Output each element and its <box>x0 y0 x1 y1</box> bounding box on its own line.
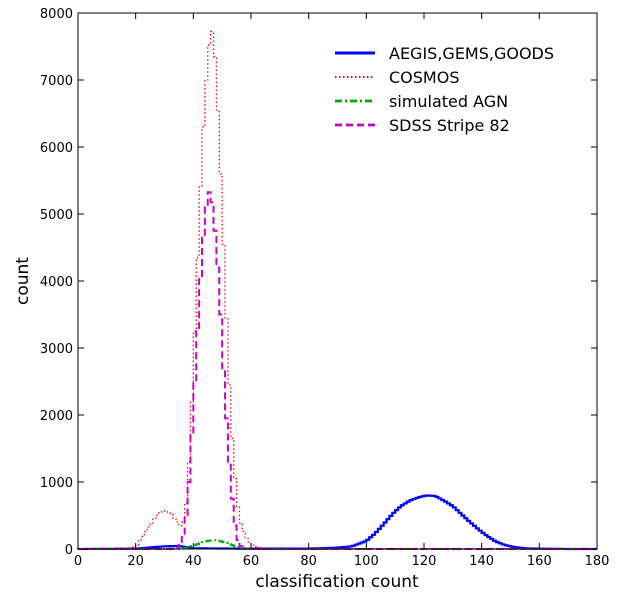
series-line-4 <box>78 191 597 550</box>
x-tick-label: 120 <box>412 554 437 569</box>
y-tick-label: 6000 <box>40 141 73 156</box>
y-tick-label: 7000 <box>40 74 73 89</box>
legend: AEGIS,GEMS,GOODS COSMOS simulated AGN SDSS … <box>335 44 554 135</box>
y-tick-label: 8000 <box>40 7 73 22</box>
legend-label-4: SDSS Stripe 82 <box>389 116 510 135</box>
x-axis-label: classification count <box>255 572 419 592</box>
y-tick-label: 0 <box>65 543 73 558</box>
x-tick-label: 0 <box>74 554 82 569</box>
series-layer <box>76 30 597 551</box>
series-line-1 <box>76 494 597 551</box>
x-tick-label: 160 <box>527 554 552 569</box>
x-tick-label: 60 <box>243 554 260 569</box>
plot-frame <box>77 12 598 550</box>
y-tick-label: 5000 <box>40 208 73 223</box>
y-tick-label: 4000 <box>40 275 73 290</box>
x-tick-label: 40 <box>185 554 202 569</box>
axis-ticks: 0 20 40 60 80 100 120 140 160 180 0 1000 2000 3000 400… <box>40 7 610 569</box>
x-tick-label: 80 <box>300 554 317 569</box>
legend-label-3: simulated AGN <box>389 92 508 111</box>
x-tick-label: 140 <box>469 554 494 569</box>
legend-label-2: COSMOS <box>389 68 459 87</box>
legend-label-1: AEGIS,GEMS,GOODS <box>389 44 554 63</box>
y-tick-label: 2000 <box>40 409 73 424</box>
x-tick-label: 100 <box>354 554 379 569</box>
y-axis-label: count <box>13 257 33 305</box>
x-tick-label: 180 <box>585 554 610 569</box>
x-tick-label: 20 <box>127 554 144 569</box>
series-line-2 <box>77 30 597 550</box>
y-tick-label: 1000 <box>40 476 73 491</box>
y-tick-label: 3000 <box>40 342 73 357</box>
